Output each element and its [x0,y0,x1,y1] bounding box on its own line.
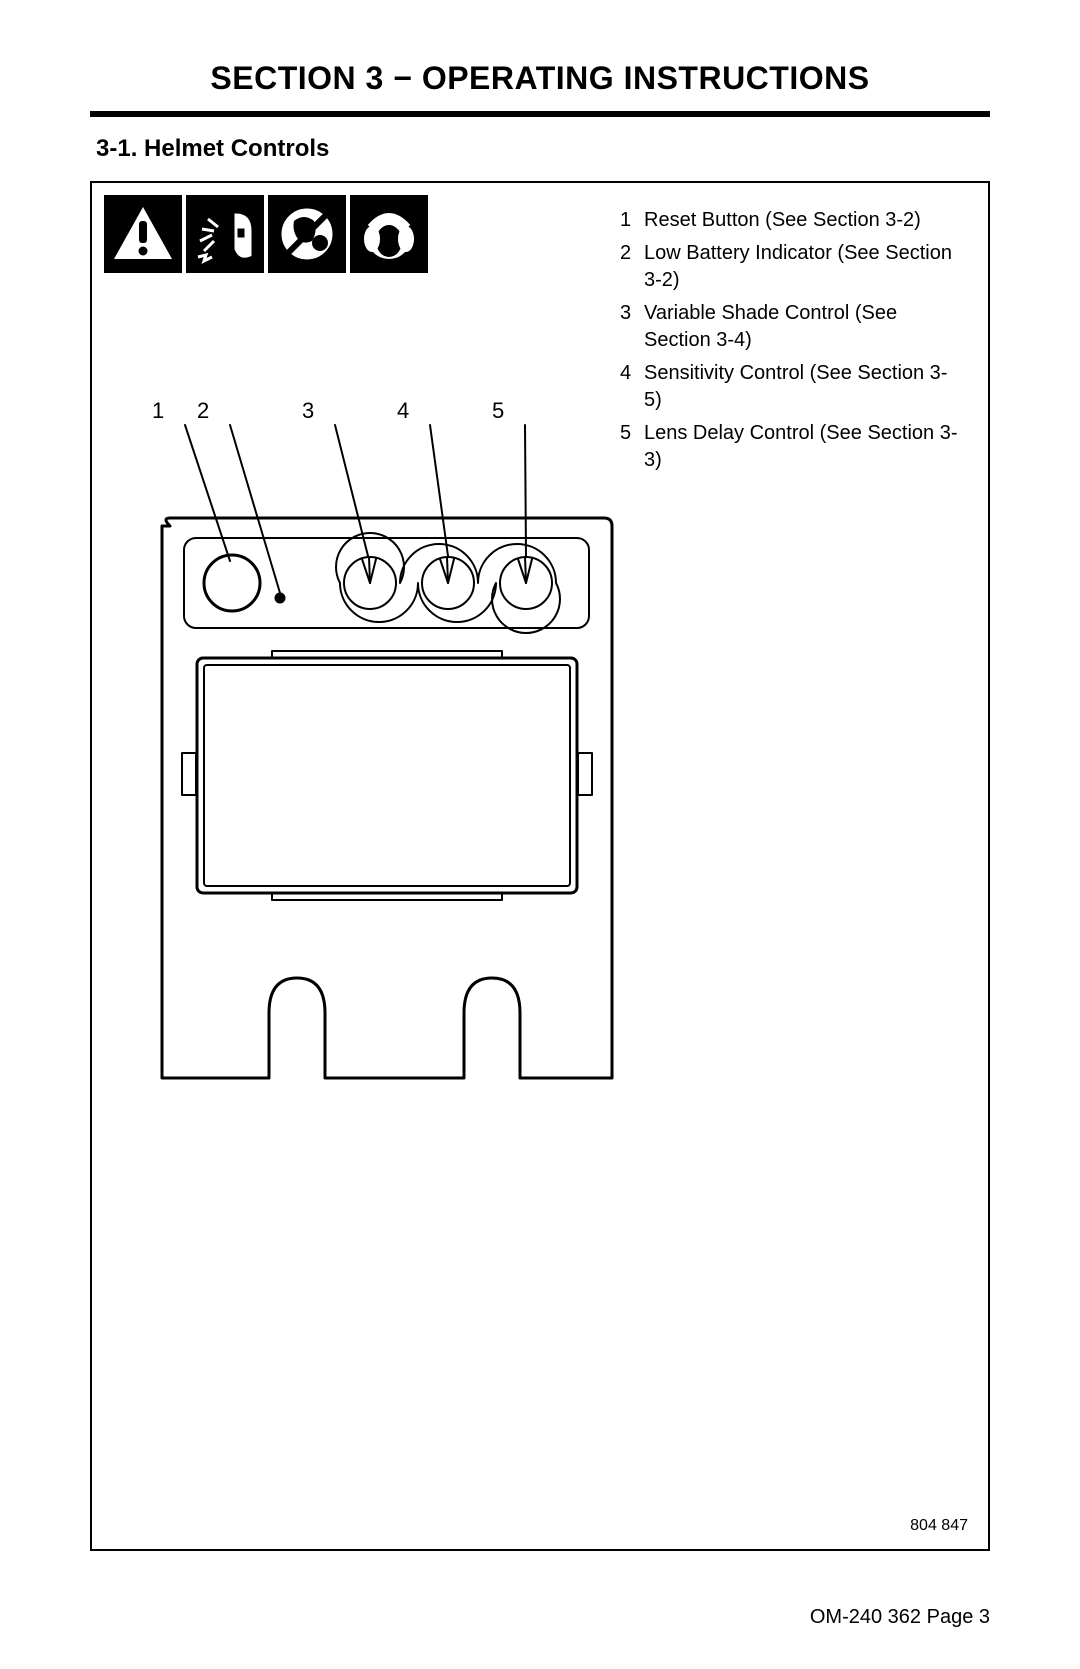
manual-page: SECTION 3 − OPERATING INSTRUCTIONS 3-1. … [0,0,1080,1669]
title-rule [90,111,990,117]
legend-row: 4 Sensitivity Control (See Section 3-5) [620,360,960,414]
warning-triangle-icon [104,195,182,273]
legend-num: 2 [620,240,644,294]
legend-text: Lens Delay Control (See Section 3-3) [644,420,960,474]
ear-protection-icon [350,195,428,273]
legend-text: Sensitivity Control (See Section 3-5) [644,360,960,414]
helmet-cartridge-diagram [122,393,652,1113]
legend-row: 2 Low Battery Indicator (See Section 3-2… [620,240,960,294]
page-footer: OM-240 362 Page 3 [810,1606,990,1629]
figure-frame: 1 2 3 4 5 1 Reset Button (See Section 3-… [90,181,990,1551]
legend-num: 1 [620,207,644,234]
figure-reference-number: 804 847 [910,1517,968,1535]
callout-legend: 1 Reset Button (See Section 3-2) 2 Low B… [620,207,960,480]
legend-text: Reset Button (See Section 3-2) [644,207,960,234]
subsection-heading: 3-1. Helmet Controls [96,135,990,163]
legend-text: Variable Shade Control (See Section 3-4) [644,300,960,354]
arc-rays-helmet-icon [186,195,264,273]
legend-row: 5 Lens Delay Control (See Section 3-3) [620,420,960,474]
safety-icon-strip [104,195,432,273]
legend-text: Low Battery Indicator (See Section 3-2) [644,240,960,294]
legend-row: 3 Variable Shade Control (See Section 3-… [620,300,960,354]
legend-row: 1 Reset Button (See Section 3-2) [620,207,960,234]
no-direct-view-icon [268,195,346,273]
section-title: SECTION 3 − OPERATING INSTRUCTIONS [90,60,990,97]
legend-num: 3 [620,300,644,354]
